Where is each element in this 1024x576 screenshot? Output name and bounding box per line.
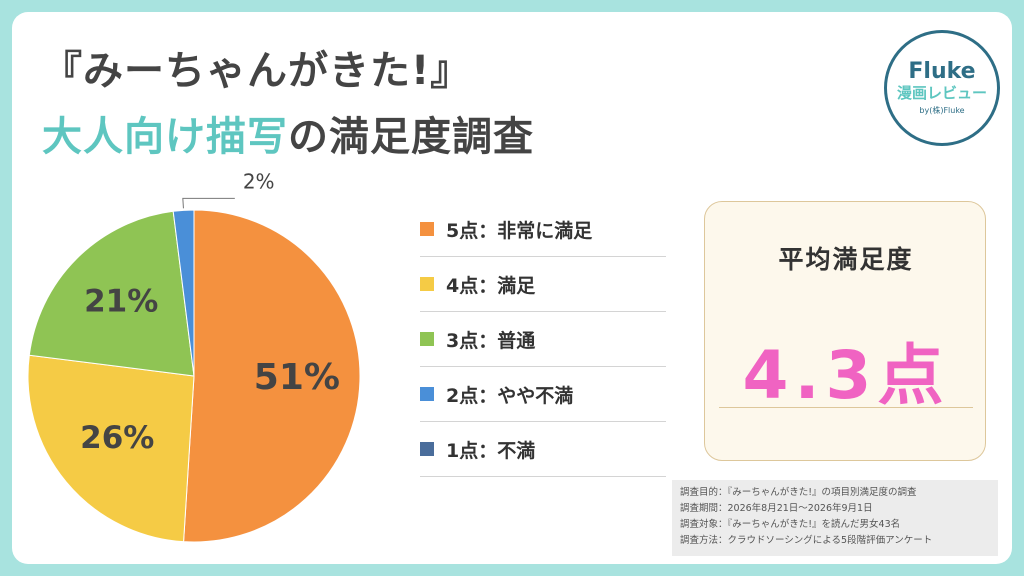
legend-label: 1点：不満: [446, 439, 536, 462]
legend-label: 4点：満足: [446, 274, 536, 297]
legend-swatch: [420, 277, 434, 291]
legend-item-3: 3点：普通: [420, 312, 666, 367]
pie-data-label: 21%: [84, 284, 158, 320]
page-title-accent: 大人向け描写: [42, 114, 288, 160]
legend-item-5: 5点：非常に満足: [420, 202, 666, 257]
pie-data-label: 2%: [243, 169, 275, 193]
legend-swatch: [420, 442, 434, 456]
average-satisfaction-box: 平均満足度 4.3点: [704, 201, 986, 461]
legend-swatch: [420, 222, 434, 236]
page-title-rest: の満足度調査: [288, 114, 534, 160]
note-target: 調査対象：『みーちゃんがきた!』を読んだ男女43名: [680, 519, 901, 530]
pie-slice: [28, 210, 195, 377]
average-underline: [719, 407, 973, 408]
pie-leader-line: [182, 197, 235, 209]
logo-byline: by(株)Fluke: [919, 105, 965, 115]
pie-slice: [172, 209, 195, 377]
page-title-line2: 大人向け描写の満足度調査: [42, 104, 534, 162]
pie-data-label: 26%: [80, 420, 154, 456]
legend-item-1: 1点：不満: [420, 422, 666, 477]
survey-notes: 調査目的：『みーちゃんがきた!』の項目別満足度の調査 調査期間：2026年8月2…: [672, 480, 998, 556]
pie-slice: [27, 354, 195, 543]
legend-swatch: [420, 332, 434, 346]
legend-label: 3点：普通: [446, 329, 536, 352]
note-purpose: 調査目的：『みーちゃんがきた!』の項目別満足度の調査: [680, 487, 917, 498]
fluke-logo: Fluke 漫画レビュー by(株)Fluke: [884, 30, 1000, 146]
average-value: 4.3点: [742, 337, 950, 414]
note-period: 調査期間：2026年8月21日～2026年9月1日: [680, 503, 873, 514]
legend-label: 2点：やや不満: [446, 384, 574, 407]
page-title-line1: 『みーちゃんがきた!』: [42, 48, 472, 94]
pie-slice: [183, 209, 361, 543]
average-title: 平均満足度: [778, 245, 914, 274]
legend-swatch: [420, 387, 434, 401]
pie-chart: 51% 26% 21% 2%: [27, 169, 361, 543]
chart-legend: 5点：非常に満足 4点：満足 3点：普通 2点：やや不満 1点：不満: [420, 202, 666, 477]
pie-data-label: 51%: [254, 357, 340, 398]
legend-item-4: 4点：満足: [420, 257, 666, 312]
note-method: 調査方法：クラウドソーシングによる5段階評価アンケート: [680, 535, 933, 546]
legend-item-2: 2点：やや不満: [420, 367, 666, 422]
logo-name: Fluke: [908, 59, 976, 85]
legend-label: 5点：非常に満足: [446, 219, 593, 242]
logo-subtitle: 漫画レビュー: [896, 83, 987, 102]
